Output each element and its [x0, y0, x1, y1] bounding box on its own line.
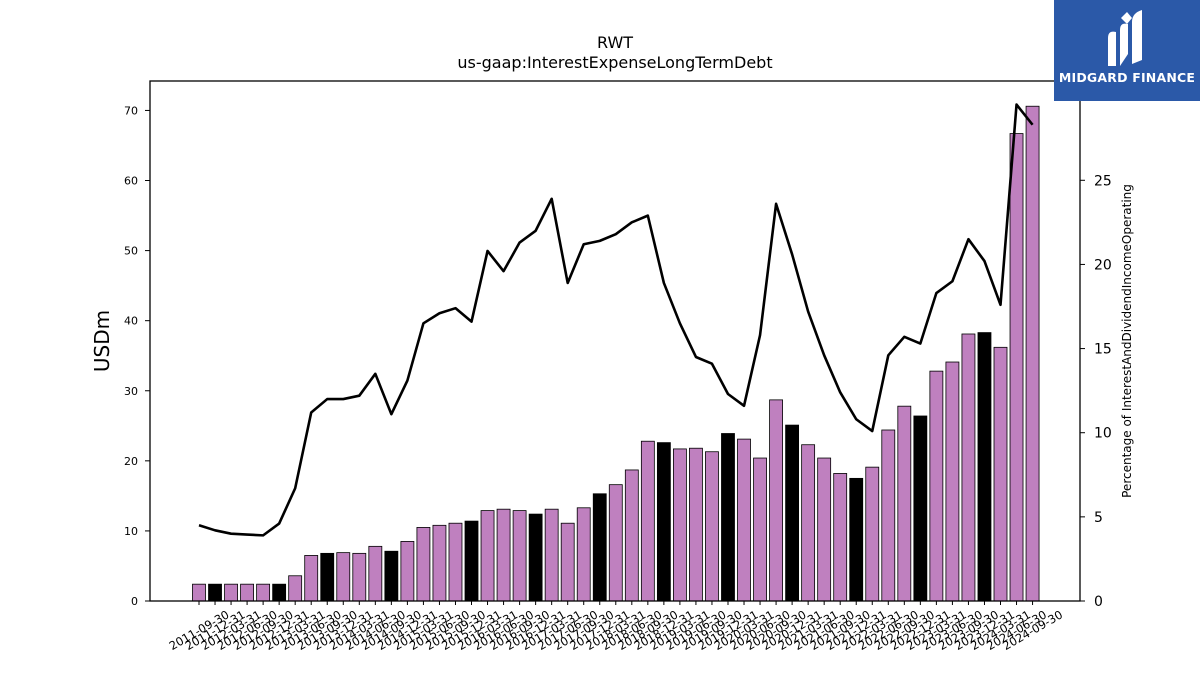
bar-2022-12-31: [913, 415, 928, 602]
bar-2013-03-31: [288, 575, 303, 602]
bar-2016-09-30: [512, 510, 527, 602]
bar-2017-03-31: [544, 508, 559, 602]
bar-2022-09-30: [897, 405, 912, 602]
chart-subtitle: us-gaap:InterestExpenseLongTermDebt: [457, 53, 772, 72]
bar-2022-06-30: [881, 429, 896, 602]
bar-2018-12-31: [656, 442, 671, 602]
y-tick-label: 20: [124, 455, 138, 468]
y-tick-label: 30: [124, 385, 138, 398]
percentage-line: [198, 103, 1034, 537]
bar-2021-12-31: [849, 477, 864, 602]
bar-2018-06-30: [624, 469, 639, 602]
bar-2014-12-31: [400, 541, 415, 602]
y-tick-label: 70: [124, 104, 138, 117]
bar-2022-03-31: [865, 466, 880, 602]
bar-2012-03-31: [224, 583, 238, 602]
chart-title: RWT: [597, 33, 633, 52]
bar-2015-12-31: [464, 520, 479, 602]
bar-2024-09-30: [1025, 105, 1040, 602]
bar-2013-06-30: [304, 555, 319, 602]
bar-2023-09-30: [961, 333, 976, 602]
bar-2017-06-30: [560, 522, 575, 602]
bar-2016-12-31: [528, 513, 543, 602]
plot-frame: [149, 80, 1081, 602]
bar-2020-12-31: [785, 424, 800, 602]
axes: 0 10 20 30 40 50 60 70 0 5 10 15 20 25: [124, 80, 1112, 610]
y2-tick-label: 0: [1094, 594, 1103, 610]
bar-2024-06-30: [1009, 133, 1024, 602]
bar-2024-03-31: [993, 346, 1008, 602]
y-tick-label: 50: [124, 245, 138, 258]
bar-2015-06-30: [432, 524, 447, 602]
bar-2012-06-30: [240, 583, 254, 602]
bar-2021-09-30: [833, 473, 848, 602]
y2-axis-label: Percentage of InterestAndDividendIncomeO…: [1120, 184, 1134, 498]
y2-tick-label: 5: [1094, 510, 1103, 526]
bar-2019-12-31: [721, 433, 735, 602]
bar-2021-03-31: [801, 444, 816, 602]
bar-2023-12-31: [977, 332, 992, 602]
bar-2019-06-30: [689, 447, 703, 602]
bar-2023-06-30: [945, 361, 960, 602]
bar-2014-09-30: [384, 550, 399, 602]
y-tick-label: 40: [124, 315, 138, 328]
y2-tick-label: 25: [1094, 173, 1112, 189]
bar-2011-09-30: [192, 583, 206, 602]
bar-2020-09-30: [769, 399, 783, 602]
bar-2023-03-31: [929, 370, 944, 602]
bar-2016-03-31: [480, 510, 495, 602]
bar-2017-09-30: [576, 507, 591, 602]
y2-tick-label: 15: [1094, 342, 1112, 358]
y-axis-label: USDm: [90, 310, 114, 372]
y-tick-label: 10: [124, 525, 138, 538]
bar-2020-06-30: [753, 457, 767, 602]
y2-tick-label: 20: [1094, 257, 1112, 273]
bar-2014-06-30: [368, 545, 383, 602]
y-tick-label: 60: [124, 175, 138, 188]
bar-2016-06-30: [496, 508, 511, 602]
line-series: [198, 103, 1034, 537]
bar-2019-03-31: [673, 448, 687, 602]
bar-2013-12-31: [336, 552, 351, 602]
bar-2012-12-31: [272, 583, 287, 602]
bar-2015-09-30: [448, 522, 463, 602]
brand-name: MIDGARD FINANCE: [1058, 70, 1196, 85]
bar-2017-12-31: [592, 493, 607, 602]
y2-tick-label: 10: [1094, 426, 1112, 442]
bar-2018-03-31: [608, 484, 623, 602]
x-tick-labels: 2011-09-302011-12-312012-03-312012-06-30…: [167, 601, 1065, 653]
bar-series: [192, 105, 1040, 602]
bar-2019-09-30: [705, 451, 719, 602]
bar-2013-09-30: [320, 552, 335, 602]
bar-2012-09-30: [256, 583, 271, 602]
bar-2021-06-30: [817, 457, 832, 602]
bar-2011-12-31: [208, 583, 222, 602]
bar-2014-03-31: [352, 552, 367, 602]
midgard-logo-icon: [1108, 10, 1142, 67]
bar-2020-03-31: [737, 438, 751, 602]
bar-2018-09-30: [640, 440, 655, 602]
bar-2015-03-31: [416, 527, 431, 602]
brand-logo: MIDGARD FINANCE: [1054, 0, 1200, 101]
y-tick-label: 0: [131, 595, 138, 608]
